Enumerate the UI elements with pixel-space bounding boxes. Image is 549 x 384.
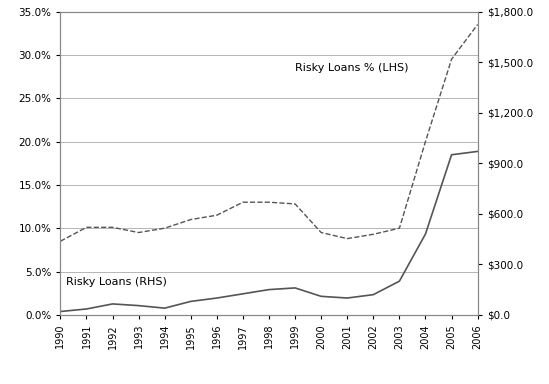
Risky Loans (RHS) (57, 309, 64, 314)
Risky Loans % (LHS) (83, 225, 89, 230)
Risky Loans % (LHS) (188, 217, 194, 222)
Risky Loans % (LHS) (344, 236, 351, 241)
Risky Loans % (LHS) (318, 230, 324, 235)
Risky Loans (RHS) (161, 306, 168, 310)
Risky Loans % (LHS) (214, 213, 220, 217)
Risky Loans % (LHS) (292, 202, 299, 206)
Risky Loans (RHS) (188, 299, 194, 304)
Risky Loans (RHS) (136, 303, 142, 308)
Text: Risky Loans (RHS): Risky Loans (RHS) (66, 277, 166, 287)
Risky Loans (RHS) (396, 279, 402, 283)
Risky Loans (RHS) (214, 296, 220, 300)
Risky Loans (RHS) (292, 286, 299, 290)
Risky Loans (RHS) (318, 294, 324, 299)
Risky Loans (RHS) (449, 152, 455, 157)
Text: Risky Loans % (LHS): Risky Loans % (LHS) (295, 63, 408, 73)
Risky Loans (RHS) (240, 291, 247, 296)
Line: Risky Loans (RHS): Risky Loans (RHS) (60, 151, 478, 311)
Risky Loans % (LHS) (161, 226, 168, 230)
Risky Loans % (LHS) (57, 239, 64, 243)
Risky Loans (RHS) (344, 296, 351, 300)
Risky Loans % (LHS) (422, 139, 429, 144)
Risky Loans (RHS) (474, 149, 481, 154)
Risky Loans (RHS) (109, 301, 116, 306)
Risky Loans % (LHS) (396, 226, 402, 230)
Line: Risky Loans % (LHS): Risky Loans % (LHS) (60, 25, 478, 241)
Risky Loans (RHS) (422, 232, 429, 236)
Risky Loans (RHS) (83, 307, 89, 311)
Risky Loans (RHS) (370, 292, 377, 297)
Risky Loans % (LHS) (109, 225, 116, 230)
Risky Loans % (LHS) (240, 200, 247, 205)
Risky Loans % (LHS) (474, 22, 481, 27)
Risky Loans (RHS) (266, 287, 272, 292)
Risky Loans % (LHS) (266, 200, 272, 205)
Risky Loans % (LHS) (370, 232, 377, 237)
Risky Loans % (LHS) (136, 230, 142, 235)
Risky Loans % (LHS) (449, 57, 455, 61)
